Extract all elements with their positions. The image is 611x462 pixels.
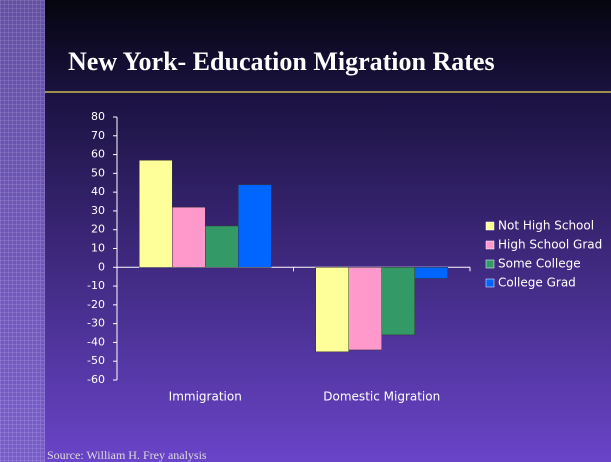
legend-swatch <box>485 278 495 288</box>
x-tick-label: Immigration <box>169 390 242 404</box>
legend-label: Not High School <box>498 219 594 233</box>
legend-label: High School Grad <box>498 238 602 252</box>
bar <box>172 206 206 268</box>
bar <box>348 267 382 351</box>
y-tick-label: 30 <box>91 204 105 217</box>
bar <box>205 225 239 268</box>
y-tick-label: -10 <box>87 279 105 292</box>
y-tick-label: 40 <box>91 185 105 198</box>
y-tick-label: -50 <box>87 354 105 367</box>
y-tick-label: 70 <box>91 129 105 142</box>
y-tick-label: 10 <box>91 242 105 255</box>
y-tick-label: 80 <box>91 110 105 123</box>
legend-swatch <box>485 240 495 250</box>
source: Source: William H. Frey analysis <box>47 448 207 462</box>
x-tick-label: Domestic Migration <box>323 390 440 404</box>
legend-label: Some College <box>498 257 581 271</box>
bar <box>139 159 173 268</box>
y-tick-label: -60 <box>87 373 105 386</box>
y-tick-label: -30 <box>87 317 105 330</box>
bar <box>315 267 349 353</box>
y-tick-label: 50 <box>91 166 105 179</box>
chart-title: New York- Education Migration Rates <box>68 47 495 76</box>
side-strip <box>0 0 45 462</box>
bar <box>238 184 272 268</box>
y-tick-label: -20 <box>87 298 105 311</box>
bar <box>381 267 415 336</box>
legend-swatch <box>485 259 495 269</box>
y-tick-label: -40 <box>87 335 105 348</box>
y-tick-label: 20 <box>91 223 105 236</box>
y-tick-label: 0 <box>98 260 105 273</box>
y-tick-label: 60 <box>91 148 105 161</box>
legend-label: College Grad <box>498 276 576 290</box>
legend-swatch <box>485 221 495 231</box>
bar <box>414 267 448 279</box>
